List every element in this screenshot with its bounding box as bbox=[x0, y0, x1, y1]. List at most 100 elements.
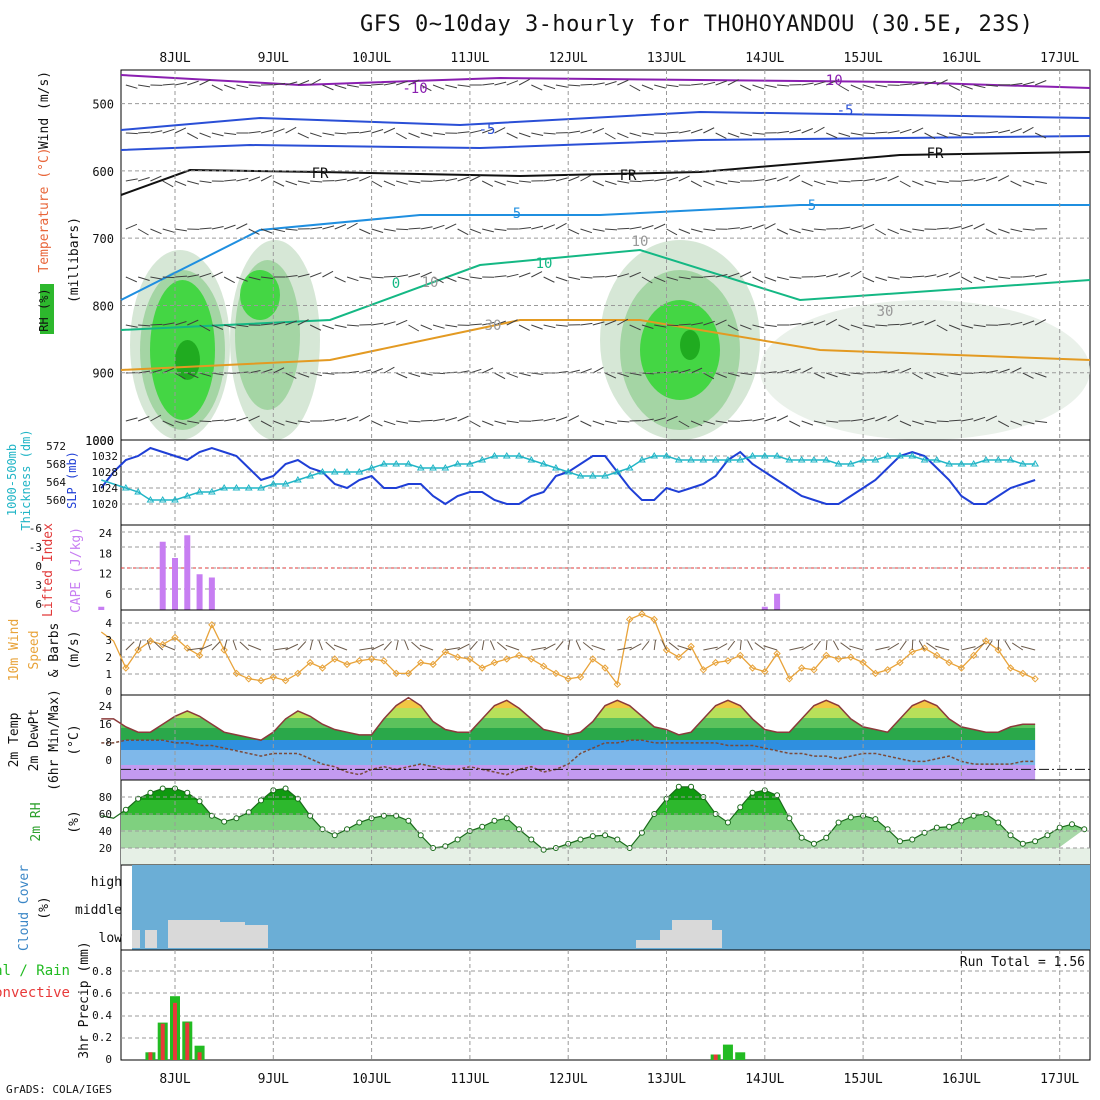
wind-barb bbox=[543, 276, 555, 283]
rh-marker bbox=[933, 824, 940, 831]
wind-barb bbox=[912, 420, 924, 425]
wind-barb bbox=[752, 179, 765, 182]
wind-barb bbox=[199, 132, 211, 138]
wind-barb bbox=[826, 180, 839, 184]
rh-marker bbox=[122, 806, 129, 813]
wind10-marker bbox=[490, 658, 499, 667]
x-top-tick-label: 14JUL bbox=[745, 51, 784, 66]
wind-barb bbox=[850, 132, 863, 136]
wind-barb bbox=[199, 180, 212, 184]
isotherm-label: FR bbox=[620, 168, 637, 184]
wind10-marker bbox=[957, 664, 966, 672]
wind10-barb bbox=[1021, 645, 1036, 651]
cloud-cover-label: Cloud Cover bbox=[17, 865, 32, 951]
wind10-marker bbox=[245, 675, 253, 683]
wind10-marker bbox=[589, 655, 597, 663]
wind-barb bbox=[297, 372, 310, 378]
wind-barb bbox=[641, 132, 654, 136]
wind-label: Wind (m/s) bbox=[37, 71, 52, 149]
wind-barb bbox=[703, 228, 716, 232]
wind-barb bbox=[678, 323, 691, 326]
cloud-level-label: low bbox=[99, 931, 123, 946]
wind-barb bbox=[752, 324, 765, 329]
x-bottom-tick-label: 14JUL bbox=[745, 1072, 784, 1087]
thickness-marker bbox=[920, 456, 929, 463]
wind-barb bbox=[629, 372, 642, 376]
thickness-label-2: Thickness (dm) bbox=[19, 429, 33, 530]
wind-barb bbox=[260, 228, 273, 234]
wind10-marker bbox=[699, 666, 708, 674]
thickness-marker bbox=[834, 460, 843, 467]
wind-barb bbox=[789, 368, 801, 374]
wind-barb bbox=[850, 418, 863, 422]
wind10-marker bbox=[724, 657, 732, 665]
cloud-low-block bbox=[168, 920, 220, 948]
wind-barb bbox=[948, 271, 961, 278]
wind-barb bbox=[973, 84, 986, 89]
wind-barb bbox=[408, 132, 420, 138]
wind10-marker bbox=[1019, 669, 1027, 678]
wind-barb bbox=[322, 324, 334, 330]
wind-barb bbox=[826, 79, 838, 86]
rh-marker bbox=[1019, 840, 1026, 847]
wind10-barb bbox=[445, 647, 460, 651]
wind-barb bbox=[334, 324, 347, 328]
thickness-marker bbox=[552, 464, 560, 471]
wind-barb bbox=[715, 80, 728, 86]
wind-barb bbox=[1022, 228, 1035, 231]
wind-barb bbox=[420, 372, 433, 376]
wind10-barb bbox=[727, 640, 736, 651]
thickness-marker bbox=[724, 456, 732, 463]
wind-barb bbox=[666, 176, 679, 182]
wind-barb bbox=[248, 228, 260, 235]
x-top-tick-label: 15JUL bbox=[844, 51, 883, 66]
wind-barb bbox=[346, 276, 359, 282]
wind-barb bbox=[727, 79, 739, 86]
wind-barb bbox=[961, 132, 974, 135]
wind10-marker bbox=[613, 680, 622, 688]
wind-barb bbox=[764, 223, 776, 230]
rh-tick-label: 60 bbox=[99, 808, 112, 821]
wind10-series-line bbox=[100, 613, 1036, 686]
wind-barb bbox=[678, 228, 691, 234]
wind10-barb bbox=[641, 640, 650, 651]
thickness-marker bbox=[650, 452, 659, 459]
wind-barb bbox=[850, 179, 863, 182]
wind-barb bbox=[555, 177, 568, 182]
temp-band bbox=[121, 765, 1036, 780]
wind-barb bbox=[690, 367, 703, 374]
wind10-barb bbox=[899, 640, 907, 651]
rh-marker bbox=[356, 819, 363, 826]
x-top-tick-label: 12JUL bbox=[549, 51, 588, 66]
wind-barb bbox=[150, 276, 163, 280]
thickness-marker bbox=[859, 456, 867, 463]
x-bottom-tick-label: 13JUL bbox=[647, 1072, 686, 1087]
panel-cape-li bbox=[98, 524, 1091, 611]
wind-barb bbox=[715, 274, 728, 278]
wind10-barb bbox=[273, 647, 289, 651]
rh-marker bbox=[823, 834, 830, 841]
wind-barb bbox=[580, 368, 592, 374]
x-bottom-tick-label: 9JUL bbox=[258, 1072, 289, 1087]
wind-barb bbox=[383, 228, 396, 232]
wind10-marker bbox=[453, 653, 462, 661]
thickness-marker bbox=[220, 484, 229, 491]
rh-marker bbox=[1044, 832, 1051, 839]
wind10-marker bbox=[306, 658, 314, 667]
wind-barb bbox=[174, 180, 187, 186]
wind-barb bbox=[899, 367, 912, 374]
wind-barb bbox=[408, 227, 421, 230]
wind-barb bbox=[518, 372, 531, 377]
wind-barb bbox=[457, 415, 469, 422]
wind-barb bbox=[887, 228, 899, 235]
wind-barb bbox=[629, 84, 641, 92]
temp-tick-label: 24 bbox=[99, 700, 113, 713]
cloud-low-block bbox=[672, 920, 712, 948]
wind-barb bbox=[482, 228, 494, 233]
wind-barb bbox=[236, 324, 249, 328]
wind-barb bbox=[408, 324, 420, 332]
wind-barb bbox=[125, 324, 138, 328]
wind-barb bbox=[346, 131, 360, 134]
wind-barb bbox=[297, 319, 309, 326]
wind-barb bbox=[285, 81, 298, 86]
